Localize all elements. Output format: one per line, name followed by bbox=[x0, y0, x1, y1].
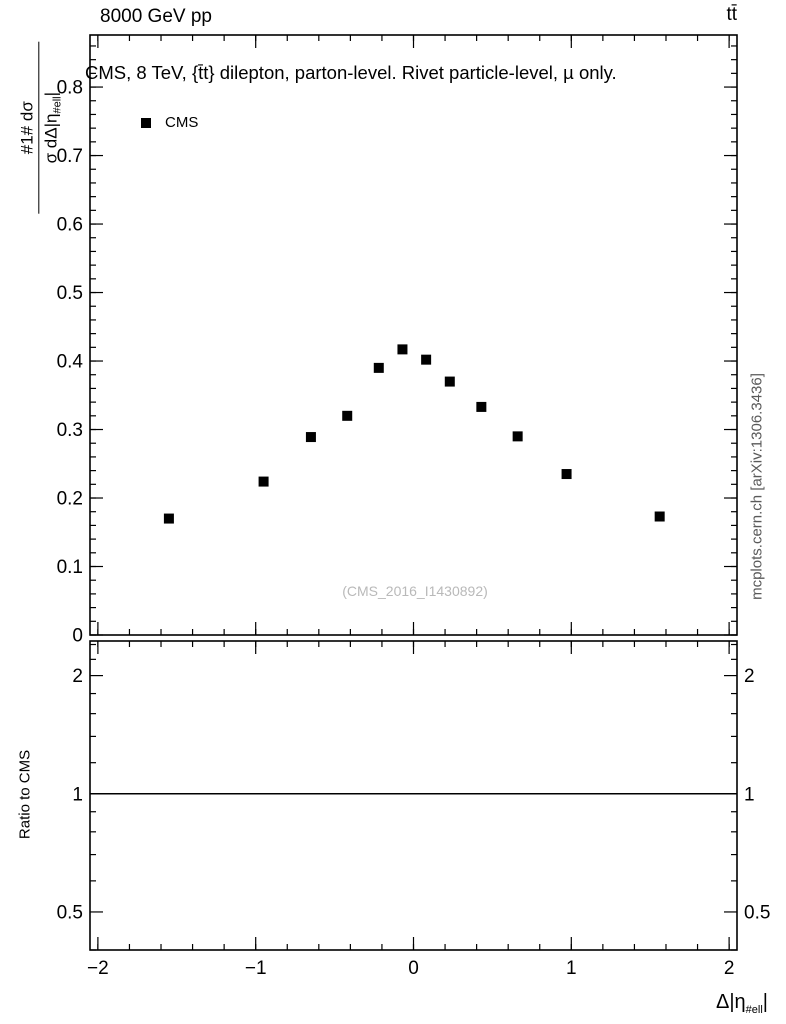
mcplots-arxiv-label: mcplots.cern.ch [arXiv:1306.3436] bbox=[748, 373, 766, 600]
process-label: tt̄ bbox=[726, 4, 737, 25]
analysis-id-watermark: (CMS_2016_I1430892) bbox=[342, 583, 488, 599]
beam-energy-label: 8000 GeV pp bbox=[100, 6, 212, 27]
svg-text:0.5: 0.5 bbox=[744, 902, 770, 923]
svg-text:0.5: 0.5 bbox=[57, 902, 83, 923]
svg-text:0.1: 0.1 bbox=[57, 557, 83, 578]
svg-text:2: 2 bbox=[744, 666, 755, 687]
legend-square-marker-icon bbox=[141, 117, 151, 128]
svg-text:0.4: 0.4 bbox=[57, 352, 84, 373]
main-y-axis-ticks: 0 0.1 0.2 0.3 0.4 0.5 0.6 0.7 0.8 bbox=[57, 45, 737, 647]
svg-text:0.5: 0.5 bbox=[57, 283, 83, 304]
panel-frames bbox=[89, 34, 738, 951]
svg-text:1: 1 bbox=[72, 784, 83, 805]
svg-text:−1: −1 bbox=[245, 958, 267, 979]
svg-text:−2: −2 bbox=[87, 958, 109, 979]
ratio-y-axis-ticks: 0.5 0.5 1 1 2 2 bbox=[57, 643, 770, 951]
main-y-axis-label: #1# dσ σ dΔ|η#ell| bbox=[16, 41, 65, 214]
data-series-cms bbox=[163, 344, 665, 524]
svg-text:0.8: 0.8 bbox=[57, 78, 83, 99]
legend-label: CMS bbox=[165, 114, 199, 131]
svg-text:0.3: 0.3 bbox=[57, 420, 83, 441]
svg-text:0: 0 bbox=[72, 626, 83, 647]
x-axis-ticks bbox=[97, 35, 730, 950]
x-axis-label: Δ|η#ell| bbox=[715, 991, 768, 1016]
svg-text:1: 1 bbox=[744, 784, 755, 805]
svg-text:2: 2 bbox=[724, 958, 735, 979]
svg-text:0.7: 0.7 bbox=[57, 146, 83, 167]
svg-text:0.2: 0.2 bbox=[57, 489, 83, 510]
ratio-y-axis-label: Ratio to CMS bbox=[16, 749, 34, 840]
legend: CMS bbox=[141, 114, 198, 131]
svg-text:2: 2 bbox=[72, 666, 83, 687]
y-label-denominator: σ dΔ|η#ell| bbox=[41, 91, 64, 164]
x-axis-tick-labels: −2 −1 0 1 2 bbox=[87, 958, 734, 979]
y-label-numerator: #1# dσ bbox=[16, 41, 40, 214]
plot-title: CMS, 8 TeV, {t̄t} dilepton, parton-level… bbox=[85, 62, 617, 83]
svg-text:1: 1 bbox=[566, 958, 577, 979]
svg-text:0: 0 bbox=[408, 958, 419, 979]
svg-text:0.6: 0.6 bbox=[57, 215, 83, 236]
